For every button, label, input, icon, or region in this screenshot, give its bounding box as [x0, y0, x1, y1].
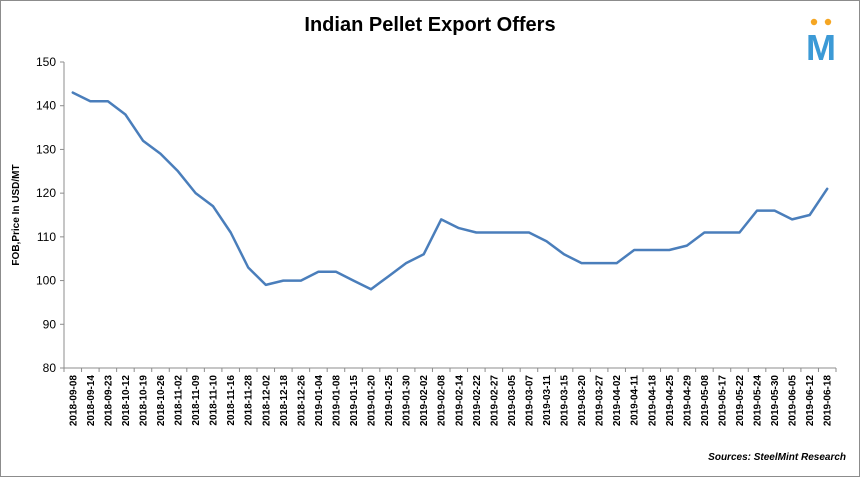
x-tick-label: 2019-05-08 [700, 375, 711, 427]
y-tick-label: 110 [37, 230, 56, 244]
x-tick-label: 2018-11-28 [244, 375, 255, 426]
x-tick-label: 2019-05-22 [735, 375, 746, 427]
x-tick-label: 2018-11-09 [191, 375, 202, 426]
x-tick-label: 2019-01-15 [349, 375, 360, 427]
x-tick-label: 2019-01-30 [402, 375, 413, 427]
x-tick-label: 2019-04-02 [612, 375, 623, 427]
x-tick-label: 2019-04-11 [630, 375, 641, 426]
x-tick-label: 2019-03-15 [560, 375, 571, 427]
y-tick-label: 120 [36, 186, 56, 200]
logo-letter: M [806, 27, 836, 66]
x-tick-label: 2019-03-20 [577, 375, 588, 427]
y-tick-label: 140 [36, 99, 56, 113]
x-tick-label: 2019-02-02 [419, 375, 430, 427]
y-tick-label: 150 [36, 55, 56, 69]
x-tick-label: 2019-04-18 [647, 375, 658, 427]
x-tick-label: 2019-03-27 [595, 375, 606, 427]
x-tick-label: 2019-04-29 [682, 375, 693, 427]
x-tick-label: 2019-06-12 [805, 375, 816, 427]
x-tick-label: 2019-02-08 [437, 375, 448, 427]
x-tick-label: 2019-03-07 [524, 375, 535, 427]
logo-dot-right [824, 18, 832, 26]
x-tick-label: 2019-05-24 [753, 375, 764, 427]
y-tick-label: 130 [36, 142, 56, 156]
x-tick-label: 2019-01-04 [314, 375, 325, 427]
x-tick-label: 2018-11-02 [174, 375, 185, 426]
y-axis-title: FOB,Price In USD/MT [11, 164, 22, 265]
x-tick-label: 2019-02-22 [472, 375, 483, 427]
x-tick-label: 2019-05-30 [770, 375, 781, 427]
x-tick-label: 2018-09-08 [68, 375, 79, 427]
series-line [71, 91, 829, 291]
x-tick-label: 2018-12-26 [296, 375, 307, 427]
x-tick-label: 2018-10-19 [138, 375, 149, 427]
x-tick-label: 2018-09-14 [86, 375, 97, 427]
x-tick-label: 2019-01-25 [384, 375, 395, 427]
x-tick-label: 2019-03-11 [542, 375, 553, 426]
x-tick-label: 2018-11-10 [209, 375, 220, 426]
steelmint-logo: M [806, 18, 836, 66]
x-tick-label: 2019-02-27 [489, 375, 500, 427]
y-tick-label: 80 [43, 361, 57, 375]
x-tick-label: 2018-09-23 [103, 375, 114, 427]
x-tick-label: 2019-06-18 [823, 375, 834, 427]
x-tick-label: 2019-03-05 [507, 375, 518, 427]
x-tick-label: 2018-12-02 [261, 375, 272, 427]
x-tick-label: 2019-05-17 [717, 375, 728, 427]
x-tick-label: 2019-02-14 [454, 375, 465, 427]
source-note: Sources: SteelMint Research [708, 452, 846, 463]
logo-dot-left [810, 18, 818, 26]
x-tick-label: 2018-11-16 [226, 375, 237, 426]
x-tick-label: 2019-01-08 [331, 375, 342, 427]
x-tick-label: 2019-01-20 [367, 375, 378, 427]
x-tick-label: 2018-10-12 [121, 375, 132, 427]
chart-title: Indian Pellet Export Offers [304, 14, 556, 36]
x-tick-label: 2018-10-26 [156, 375, 167, 427]
y-tick-label: 100 [36, 274, 56, 288]
x-tick-label: 2019-04-25 [665, 375, 676, 427]
x-tick-label: 2018-12-18 [279, 375, 290, 427]
x-tick-label: 2019-06-05 [788, 375, 799, 427]
y-tick-label: 90 [43, 317, 57, 331]
